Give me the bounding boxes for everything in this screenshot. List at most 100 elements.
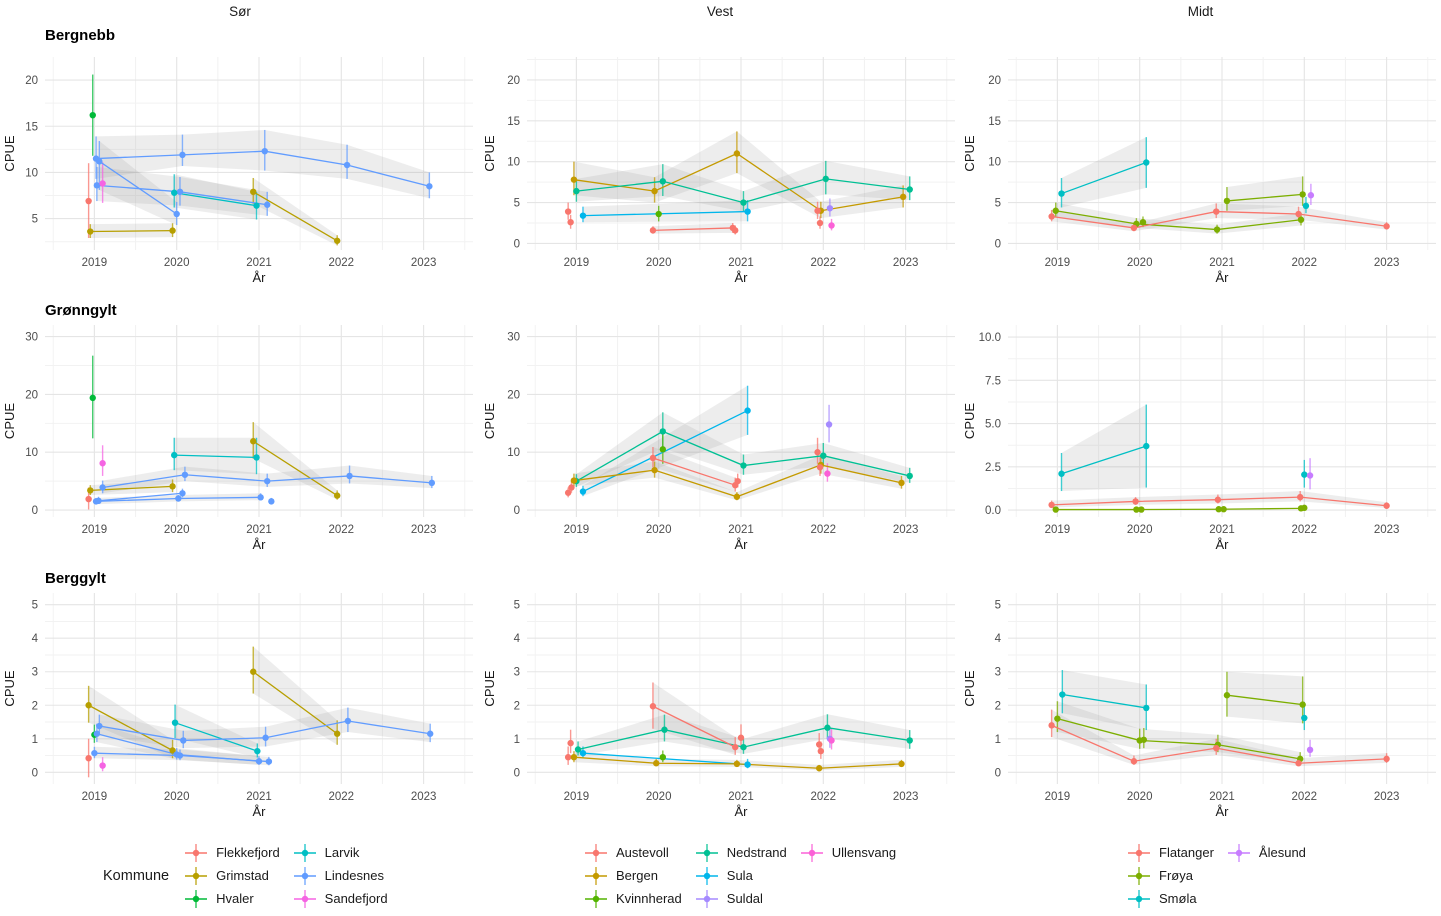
- panel-sor-bergnebb: 5 10 15 20 2019 2020 2021 2022 2023 År CPUE: [2, 57, 473, 285]
- svg-text:2019: 2019: [564, 791, 590, 803]
- legend-midt: Flatanger Frøya Smøla Ålesund: [1126, 841, 1306, 910]
- svg-text:3: 3: [514, 667, 520, 679]
- legend-item-flatanger: Flatanger: [1126, 842, 1214, 864]
- legend-item-label: Nedstrand: [726, 845, 787, 860]
- legend-key-icon: [695, 843, 718, 862]
- svg-text:CPUE: CPUE: [2, 670, 17, 706]
- legend-item-larvik: Larvik: [292, 842, 388, 864]
- svg-text:15: 15: [25, 121, 38, 133]
- svg-text:2021: 2021: [246, 524, 272, 536]
- panel-vest-bergnebb: 0 5 10 15 20 2019 2020 2021 2022 2023 År CPUE: [482, 57, 955, 285]
- legend-item-hvaler: Hvaler: [183, 888, 280, 910]
- legend-item-label: Smøla: [1159, 891, 1197, 906]
- svg-text:2019: 2019: [564, 524, 590, 536]
- svg-text:2: 2: [995, 700, 1001, 712]
- legend-item-sandefjord: Sandefjord: [292, 888, 388, 910]
- svg-text:5: 5: [32, 214, 38, 226]
- svg-text:CPUE: CPUE: [962, 670, 977, 706]
- svg-text:År: År: [735, 804, 749, 819]
- svg-text:0: 0: [32, 505, 38, 517]
- facet-title-vest: Vest: [706, 4, 734, 19]
- legend-item-label: Grimstad: [216, 868, 269, 883]
- svg-text:2023: 2023: [1374, 791, 1400, 803]
- panel-midt-bergnebb: 0 5 10 15 20 2019 2020 2021 2022 2023 År CPUE: [962, 57, 1436, 285]
- svg-text:2021: 2021: [728, 524, 754, 536]
- legend-item-label: Flatanger: [1159, 845, 1214, 860]
- svg-text:5: 5: [995, 198, 1001, 210]
- facet-title-midt: Midt: [1187, 4, 1214, 19]
- legend-item-lindesnes: Lindesnes: [292, 865, 388, 887]
- legend-key-icon: [185, 843, 208, 862]
- legend-sor: Kommune Flekkefjord Grimstad Hvaler Larvik L…: [103, 841, 388, 910]
- legend-key-icon: [185, 866, 208, 885]
- legend-items-midt: Flatanger Frøya Smøla Ålesund: [1126, 841, 1306, 910]
- legend-key-icon: [185, 889, 208, 908]
- legend-title: Kommune: [103, 867, 170, 884]
- svg-text:1: 1: [514, 734, 520, 746]
- svg-text:2021: 2021: [728, 257, 754, 269]
- svg-text:CPUE: CPUE: [2, 135, 17, 171]
- svg-text:2022: 2022: [811, 791, 837, 803]
- svg-text:2022: 2022: [329, 791, 355, 803]
- legend-item-frøya: Frøya: [1126, 865, 1214, 887]
- legend-item-label: Sula: [726, 868, 753, 883]
- panel-midt-gronngylt: 0.0 2.5 5.0 7.5 10.0 2019 2020 2021 2022 2023 År CP…: [962, 325, 1436, 552]
- svg-text:2020: 2020: [646, 791, 672, 803]
- svg-text:0: 0: [995, 238, 1001, 250]
- svg-text:2021: 2021: [728, 791, 754, 803]
- svg-text:30: 30: [25, 332, 38, 344]
- svg-text:5: 5: [32, 600, 38, 612]
- svg-text:2022: 2022: [329, 257, 355, 269]
- legend-item-suldal: Suldal: [694, 888, 787, 910]
- svg-text:5: 5: [514, 198, 520, 210]
- panel-sor-gronngylt: 0 10 20 30 2019 2020 2021 2022 2023 År CPUE: [2, 325, 473, 552]
- svg-text:0: 0: [995, 767, 1001, 779]
- svg-text:2020: 2020: [1127, 524, 1153, 536]
- svg-text:0: 0: [32, 767, 38, 779]
- legend-item-label: Larvik: [324, 845, 360, 860]
- svg-text:4: 4: [995, 633, 1002, 645]
- svg-text:2022: 2022: [1292, 791, 1318, 803]
- svg-text:15: 15: [507, 116, 520, 128]
- facet-title-sor: Sør: [229, 4, 251, 19]
- row-label-berggylt: Berggylt: [45, 570, 106, 587]
- svg-text:År: År: [253, 537, 267, 552]
- legend-item-austevoll: Austevoll: [583, 842, 682, 864]
- panel-midt-berggylt: 0 1 2 3 4 5 2019 2020 2021 2022 2023 År CPUE: [962, 593, 1436, 819]
- svg-text:4: 4: [514, 633, 521, 645]
- svg-text:CPUE: CPUE: [482, 135, 497, 171]
- svg-text:2: 2: [32, 700, 38, 712]
- legend-item-label: Suldal: [726, 891, 763, 906]
- svg-text:CPUE: CPUE: [482, 670, 497, 706]
- legend-item-label: Frøya: [1159, 868, 1193, 883]
- svg-text:30: 30: [507, 332, 520, 344]
- svg-text:0: 0: [514, 238, 520, 250]
- svg-text:2.5: 2.5: [985, 462, 1001, 474]
- svg-text:10: 10: [25, 447, 38, 459]
- legend-key-icon: [585, 843, 607, 862]
- legend-item-flekkefjord: Flekkefjord: [183, 842, 280, 864]
- legend-item-nedstrand: Nedstrand: [694, 842, 787, 864]
- legend-item-sula: Sula: [694, 865, 787, 887]
- svg-text:2023: 2023: [411, 524, 437, 536]
- legend-item-ålesund: Ålesund: [1226, 842, 1306, 864]
- svg-text:2023: 2023: [411, 257, 437, 269]
- legend-key-icon: [800, 843, 823, 862]
- panel-sor-berggylt: 0 1 2 3 4 5 2019 2020 2021 2022 2023 År CPUE: [2, 593, 473, 819]
- svg-text:2020: 2020: [1127, 791, 1153, 803]
- svg-text:2021: 2021: [246, 257, 272, 269]
- svg-text:2019: 2019: [564, 257, 590, 269]
- svg-text:20: 20: [507, 75, 520, 87]
- legend-item-label: Ullensvang: [831, 845, 897, 860]
- legend-key-icon: [585, 866, 607, 885]
- svg-text:CPUE: CPUE: [482, 403, 497, 439]
- svg-text:2020: 2020: [1127, 257, 1153, 269]
- svg-text:10: 10: [507, 157, 520, 169]
- svg-text:2023: 2023: [411, 791, 437, 803]
- svg-text:2020: 2020: [646, 257, 672, 269]
- panel-vest-gronngylt: 0 10 20 30 2019 2020 2021 2022 2023 År CPUE: [482, 325, 955, 552]
- svg-text:CPUE: CPUE: [962, 403, 977, 439]
- svg-text:2019: 2019: [82, 791, 108, 803]
- legend-item-grimstad: Grimstad: [183, 865, 280, 887]
